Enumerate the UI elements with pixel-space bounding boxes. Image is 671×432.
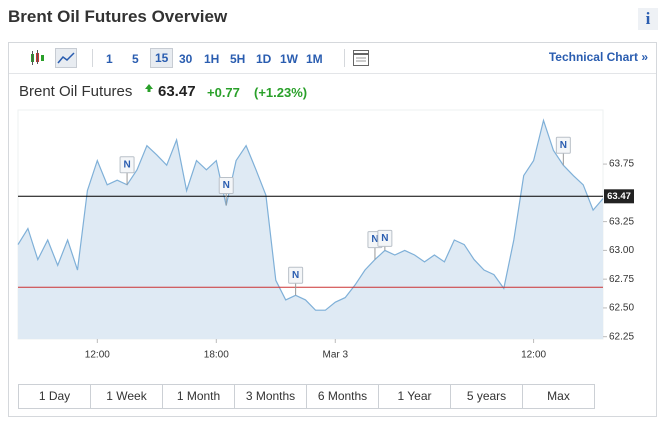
news-marker-label: N [123,159,130,170]
news-marker[interactable] [218,177,234,195]
range-bar: 1 Day 1 Week 1 Month 3 Months 6 Months 1 Year… [18,384,595,409]
news-marker-label: N [223,180,230,191]
info-button[interactable]: i [638,8,658,30]
candles-icon[interactable] [29,50,45,66]
interval-button[interactable]: 30 [179,52,193,66]
up-arrow [145,84,153,92]
line-icon[interactable] [55,48,77,68]
page-title: Brent Oil Futures Overview [8,7,228,26]
quote-change-pct: (+1.23%) [254,85,308,100]
y-tick-label: 62.75 [609,274,634,285]
interval-button[interactable]: 1D [256,52,272,66]
news-marker[interactable] [119,156,135,174]
y-tick-label: 63.00 [609,245,634,256]
range-button[interactable]: 3 Months [235,385,307,408]
link-text[interactable]: Technical Chart [548,50,638,64]
separator [92,49,93,67]
news-marker-label: N [381,233,388,244]
interval-button[interactable]: 1 [106,52,113,66]
news-marker-label: N [371,234,378,245]
price-tag [604,189,634,204]
news-marker-label: N [292,270,299,281]
table-icon[interactable] [351,48,371,68]
news-marker[interactable] [288,266,304,284]
interval-button[interactable]: 5 [132,52,139,66]
price-line [17,118,604,311]
y-tick-label: 62.25 [609,331,634,342]
range-button[interactable]: 1 Year [379,385,451,408]
technical-chart-link[interactable]: Technical Chart » [549,50,648,64]
interval-button[interactable]: 1M [306,52,323,66]
y-tick-label: 63.75 [609,159,634,170]
area-fill [18,120,603,340]
range-button[interactable]: 1 Week [91,385,163,408]
quote-price: 63.47 [158,83,196,100]
y-tick-label: 63.25 [609,216,634,227]
news-marker[interactable] [555,136,571,154]
news-marker[interactable] [377,229,393,247]
x-tick-label: 12:00 [85,350,110,361]
interval-button[interactable]: 5H [230,52,246,66]
range-button[interactable]: Max [523,385,594,408]
range-button[interactable]: 6 Months [307,385,379,408]
range-button[interactable]: 1 Month [163,385,235,408]
range-button[interactable]: 1 Day [19,385,91,408]
quote-name: Brent Oil Futures [19,83,133,100]
x-tick-label: Mar 3 [323,350,349,361]
toolbar: 1 5 15 30 1H 5H 1D 1W 1M Technical Chart » [9,43,656,74]
separator [344,49,345,67]
x-tick-label: 12:00 [521,350,546,361]
y-tick-label: 62.50 [609,303,634,314]
x-tick-label: 18:00 [204,350,229,361]
widget-frame [8,42,657,417]
interval-button[interactable]: 15 [150,48,174,68]
interval-button[interactable]: 1H [204,52,220,66]
news-marker-label: N [560,140,567,151]
chart: investing.com62.2562.5062.7563.0063.2563… [17,109,634,361]
interval-button[interactable]: 1W [280,52,298,66]
link-icon: » [641,50,648,64]
quote-change: +0.77 [207,85,240,100]
range-button[interactable]: 5 years [451,385,523,408]
price-tag-label: 63.47 [607,191,631,202]
